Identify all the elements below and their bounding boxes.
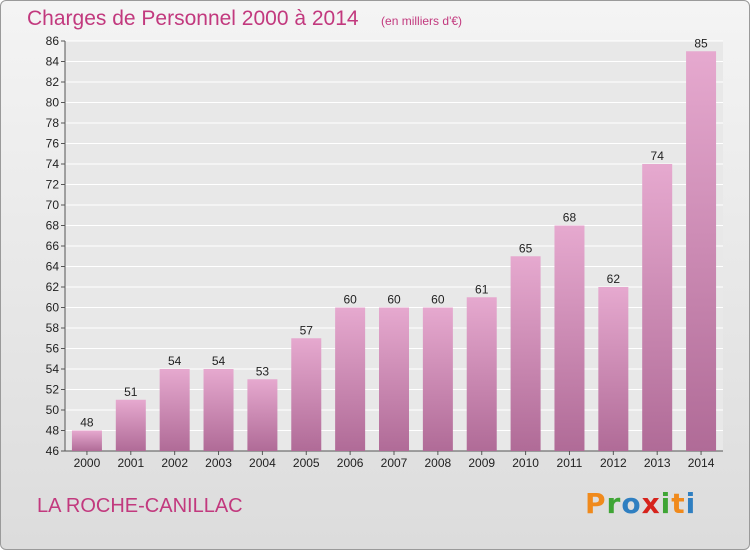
brand-letter: i (660, 487, 672, 520)
bar (466, 297, 497, 451)
data-label: 60 (387, 293, 401, 307)
data-label: 53 (256, 364, 270, 378)
y-tick-label: 80 (46, 96, 60, 110)
x-tick-label: 2013 (644, 456, 671, 470)
y-tick-label: 58 (46, 321, 60, 335)
data-label: 61 (475, 282, 489, 296)
x-tick-label: 2014 (688, 456, 715, 470)
x-tick-label: 2008 (425, 456, 452, 470)
data-label: 57 (300, 323, 314, 337)
data-label: 62 (607, 272, 621, 286)
place-name: LA ROCHE-CANILLAC (37, 495, 243, 517)
bar (203, 369, 234, 451)
y-tick-label: 46 (46, 444, 60, 458)
brand-letter: P (585, 487, 607, 520)
x-tick-label: 2002 (161, 456, 188, 470)
y-tick-label: 66 (46, 239, 60, 253)
bar (554, 225, 585, 451)
x-tick-label: 2005 (293, 456, 320, 470)
y-tick-label: 72 (46, 178, 60, 192)
x-tick-label: 2000 (74, 456, 101, 470)
y-tick-label: 62 (46, 280, 60, 294)
y-tick-label: 76 (46, 137, 60, 151)
data-label: 51 (124, 385, 138, 399)
x-tick-label: 2007 (381, 456, 408, 470)
y-tick-label: 54 (46, 362, 60, 376)
brand-logo: Proxiti (585, 487, 696, 520)
data-label: 48 (80, 416, 94, 430)
data-label: 54 (168, 354, 182, 368)
y-tick-label: 56 (46, 342, 60, 356)
x-tick-label: 2001 (117, 456, 144, 470)
bar (642, 164, 673, 451)
bar (291, 338, 322, 451)
y-tick-label: 68 (46, 219, 60, 233)
bar (510, 256, 541, 451)
bar (379, 307, 409, 451)
x-tick-label: 2012 (600, 456, 627, 470)
x-tick-label: 2009 (468, 456, 495, 470)
y-tick-label: 74 (46, 157, 60, 171)
brand-letter: r (606, 487, 622, 520)
bar (422, 307, 453, 451)
y-tick-label: 48 (46, 424, 60, 438)
data-label: 60 (343, 293, 357, 307)
brand-letter: i (685, 487, 697, 520)
y-tick-label: 60 (46, 301, 60, 315)
data-label: 74 (651, 149, 665, 163)
y-tick-label: 70 (46, 198, 60, 212)
bar (247, 379, 278, 451)
bar (598, 287, 629, 451)
bar (335, 307, 366, 451)
y-tick-label: 86 (46, 34, 60, 48)
data-label: 68 (563, 211, 577, 225)
x-tick-label: 2011 (557, 456, 583, 470)
y-tick-label: 82 (46, 75, 60, 89)
y-tick-label: 78 (46, 116, 60, 130)
x-tick-label: 2006 (337, 456, 364, 470)
data-label: 65 (519, 241, 533, 255)
bar (115, 399, 146, 451)
x-tick-label: 2010 (512, 456, 539, 470)
data-label: 60 (431, 293, 445, 307)
y-tick-label: 64 (46, 260, 60, 274)
brand-letter: o (621, 487, 642, 520)
y-tick-label: 50 (46, 403, 60, 417)
title-row: Charges de Personnel 2000 à 2014 (en mil… (27, 7, 462, 31)
chart-title: Charges de Personnel 2000 à 2014 (27, 7, 359, 30)
y-tick-label: 52 (46, 383, 60, 397)
bar (159, 369, 190, 451)
data-label: 54 (212, 354, 226, 368)
data-label: 85 (694, 36, 708, 50)
y-tick-label: 84 (46, 55, 60, 69)
brand-letter: t (671, 487, 686, 520)
bar (71, 430, 102, 451)
x-tick-label: 2004 (249, 456, 276, 470)
bar (686, 51, 717, 451)
chart-subtitle: (en milliers d'€) (381, 14, 463, 28)
x-tick-label: 2003 (205, 456, 232, 470)
brand-letter: x (641, 487, 661, 520)
